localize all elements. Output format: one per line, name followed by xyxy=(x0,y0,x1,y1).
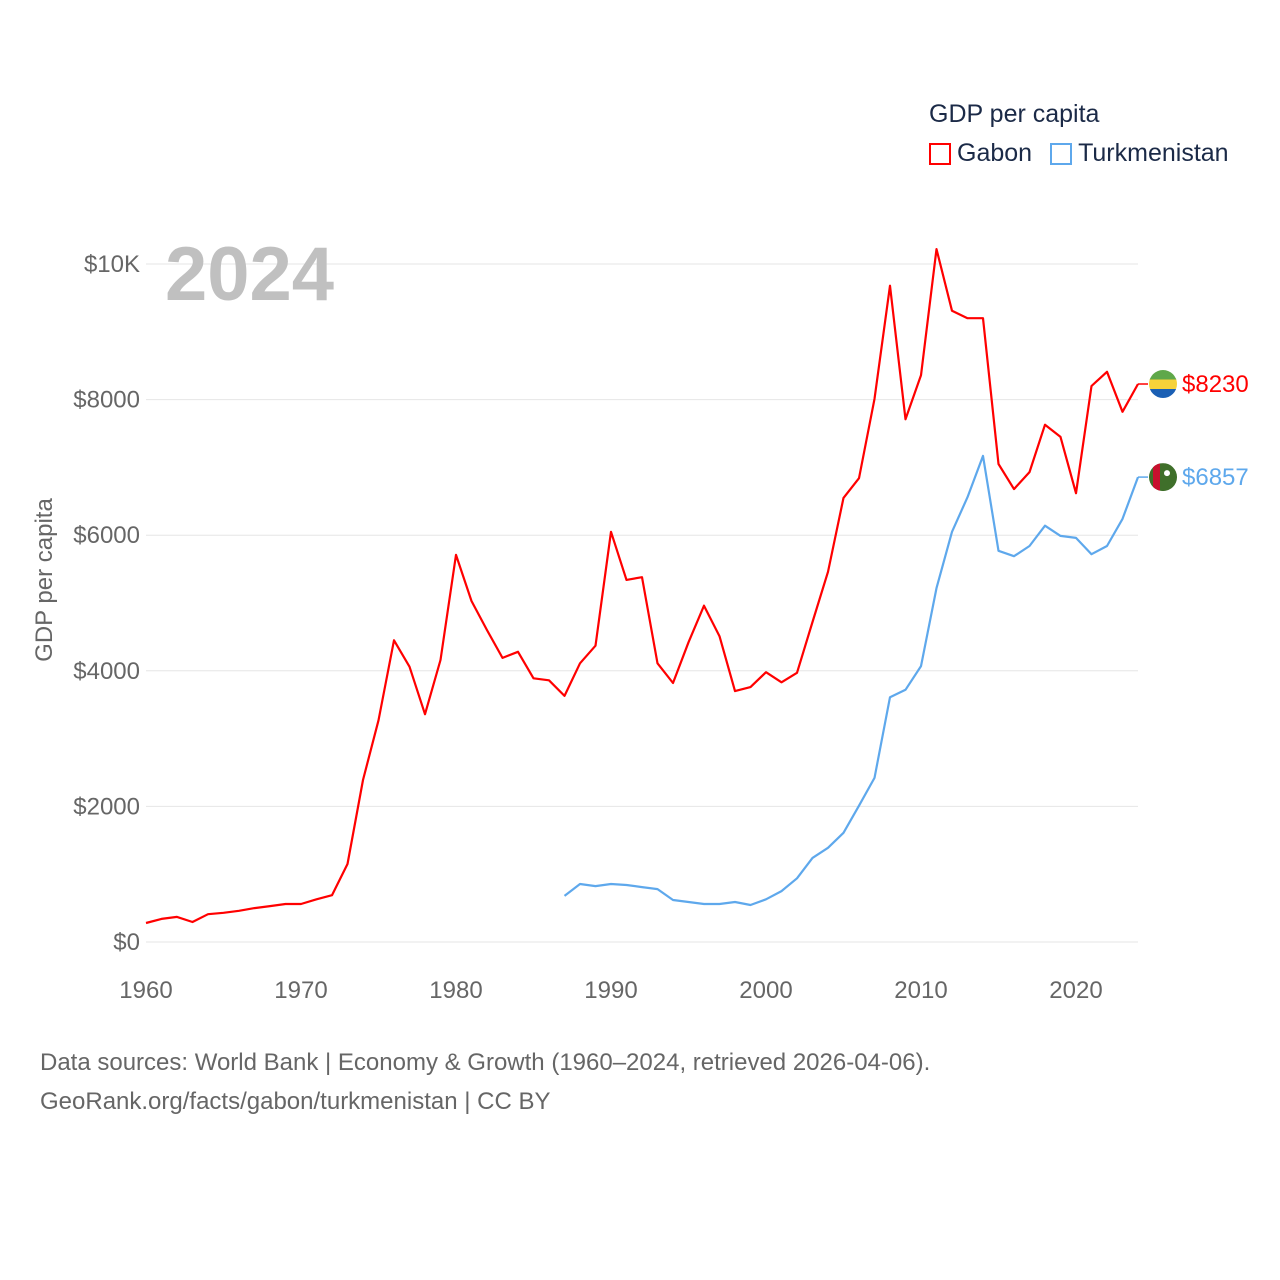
y-tick-label: $6000 xyxy=(73,522,140,549)
series-line-gabon xyxy=(145,248,1139,925)
data-source-text: Data sources: World Bank | Economy & Gro… xyxy=(40,1049,931,1076)
gabon-flag-yellow xyxy=(1149,379,1177,390)
series-line-turkmenistan xyxy=(563,454,1140,907)
x-tick-label: 1960 xyxy=(119,977,172,1004)
legend-item-gabon[interactable]: Gabon xyxy=(929,139,1032,168)
legend-title: GDP per capita xyxy=(929,100,1100,128)
y-tick-label: $0 xyxy=(113,929,140,956)
turkmenistan-flag-crescent xyxy=(1164,470,1170,477)
y-tick-label: $4000 xyxy=(73,658,140,685)
legend-label-turkmenistan: Turkmenistan xyxy=(1078,139,1229,167)
end-value-label-turkmenistan: $6857 xyxy=(1182,464,1249,491)
gabon-flag-blue xyxy=(1149,389,1177,399)
x-tick-label: 2010 xyxy=(894,977,947,1004)
x-tick-label: 1990 xyxy=(584,977,637,1004)
x-tick-label: 2000 xyxy=(739,977,792,1004)
y-axis-label: GDP per capita xyxy=(31,498,58,662)
x-tick-label: 1970 xyxy=(274,977,327,1004)
x-tick-label: 2020 xyxy=(1049,977,1102,1004)
gabon-flag-green xyxy=(1149,370,1177,381)
end-value-label-gabon: $8230 xyxy=(1182,371,1249,398)
y-tick-label: $8000 xyxy=(73,387,140,414)
legend-label-gabon: Gabon xyxy=(957,139,1033,167)
y-tick-label: $2000 xyxy=(73,793,140,820)
legend-swatch-turkmenistan xyxy=(1050,142,1073,165)
footer: Data sources: World Bank | Economy & Gro… xyxy=(40,1043,930,1121)
year-label: 2024 xyxy=(165,232,334,317)
turkmenistan-flag-stripe xyxy=(1153,463,1160,492)
attribution-link[interactable]: GeoRank.org/facts/gabon/turkmenistan | C… xyxy=(40,1088,551,1115)
x-tick-label: 1980 xyxy=(429,977,482,1004)
y-tick-label: $10K xyxy=(84,251,140,278)
legend-item-turkmenistan[interactable]: Turkmenistan xyxy=(1050,139,1229,168)
legend: GDP per capita Gabon Turkmenistan xyxy=(929,100,1229,168)
legend-swatch-gabon xyxy=(929,142,951,165)
